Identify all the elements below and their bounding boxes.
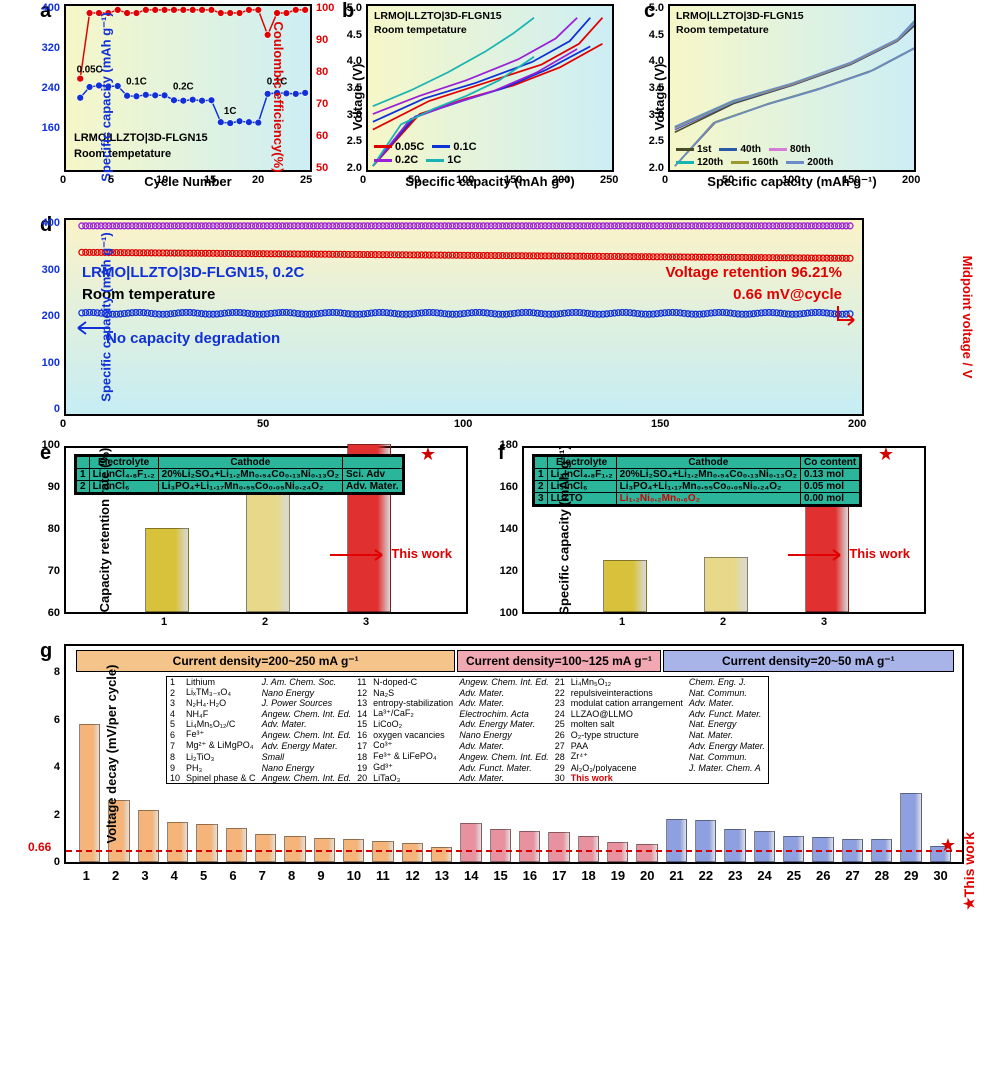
panel-d-y1ticks: 0100200300400 — [30, 218, 60, 416]
panel-a-y2label: Coulombic efficiency(%) — [271, 22, 286, 173]
panel-a-y1label: Specific capacity (mAh g⁻¹) — [99, 12, 115, 181]
panel-a-system: LRMO|LLZTO|3D-FLGN15 — [74, 132, 208, 144]
panel-f-ylabel: Specific capacity (mAh g⁻¹) — [557, 445, 573, 614]
panel-d-vret: Voltage retention 96.21% — [666, 264, 842, 281]
panel-g-ylabel: Voltage decay (mV/per cycle) — [104, 665, 119, 844]
panel-d-mvc: 0.66 mV@cycle — [733, 286, 842, 303]
panel-g: Current density=200~250 mA g⁻¹Current de… — [64, 644, 964, 864]
panel-f-table: ElectrolyteCathodeCo content1Li₃InCl₄.₈F… — [532, 454, 862, 507]
panel-d-nocap: No capacity degradation — [106, 330, 280, 347]
panel-b: LRMO|LLZTO|3D-FLGN15 Room tempetature 0.… — [366, 4, 614, 172]
star-icon: ★ — [878, 444, 894, 465]
arrow-icon — [834, 302, 858, 326]
panel-d-y2label: Midpoint voltage / V — [960, 256, 975, 379]
panel-e-yticks: 60708090100 — [34, 446, 60, 614]
panel-b-system: LRMO|LLZTO|3D-FLGN15 — [374, 10, 502, 22]
panel-e-ylabel: Capacity retention rate (%) — [97, 448, 112, 613]
panel-b-legend: 0.05C0.1C0.2C1C — [374, 139, 485, 166]
panel-a-temp: Room tempetature — [74, 148, 171, 160]
panel-g-refline — [66, 850, 962, 852]
panel-c-legend: 1st40th80th120th160th200th — [676, 142, 912, 168]
panel-b-xlabel: Specific capacity (mAh g⁻¹) — [366, 174, 614, 190]
panel-g-table: 1LithiumJ. Am. Chem. Soc.11N-doped-CAnge… — [166, 676, 769, 784]
panel-g-yticks: 02468 — [40, 644, 60, 864]
this-work-text: This work — [391, 546, 452, 561]
panel-e-table: ElectrolyteCathode1Li₃InCl₄.₈F₁.₂20%Li₂S… — [74, 454, 405, 495]
svg-text:0.1C: 0.1C — [126, 77, 147, 88]
panel-e-thiswork: This work — [328, 546, 452, 561]
panel-f-yticks: 100120140160180 — [492, 446, 518, 614]
svg-text:1C: 1C — [224, 106, 236, 117]
panel-d-y1label: Specific capacity (mAh g⁻¹) — [99, 232, 115, 401]
arrow-icon — [786, 549, 846, 561]
panel-c-temp: Room tempetature — [676, 24, 769, 36]
panel-c: LRMO|LLZTO|3D-FLGN15 Room tempetature 1s… — [668, 4, 916, 172]
panel-b-temp: Room tempetature — [374, 24, 467, 36]
panel-d-cond: LRMO|LLZTO|3D-FLGN15, 0.2C — [82, 264, 304, 281]
panel-g-refval: 0.66 — [28, 840, 51, 854]
this-work-text: This work — [961, 832, 977, 897]
panel-f: ElectrolyteCathodeCo content1Li₃InCl₄.₈F… — [522, 446, 926, 614]
panel-d-plot — [66, 220, 862, 414]
panel-d-nocap-text: No capacity degradation — [106, 330, 280, 347]
panel-d: LRMO|LLZTO|3D-FLGN15, 0.2C Room temperat… — [64, 218, 864, 416]
arrow-icon — [328, 549, 388, 561]
panel-g-thiswork: ★This work — [961, 832, 978, 910]
this-work-text: This work — [849, 546, 910, 561]
figure-container: a 0.05C0.1C0.2C1C0.1C LRMO|LLZTO|3D-FLGN… — [0, 0, 989, 868]
panel-e: ElectrolyteCathode1Li₃InCl₄.₈F₁.₂20%Li₂S… — [64, 446, 468, 614]
svg-text:0.2C: 0.2C — [173, 81, 194, 92]
star-icon: ★ — [420, 444, 436, 465]
panel-f-thiswork: This work — [786, 546, 910, 561]
panel-c-system: LRMO|LLZTO|3D-FLGN15 — [676, 10, 804, 22]
star-icon: ★ — [940, 835, 956, 856]
